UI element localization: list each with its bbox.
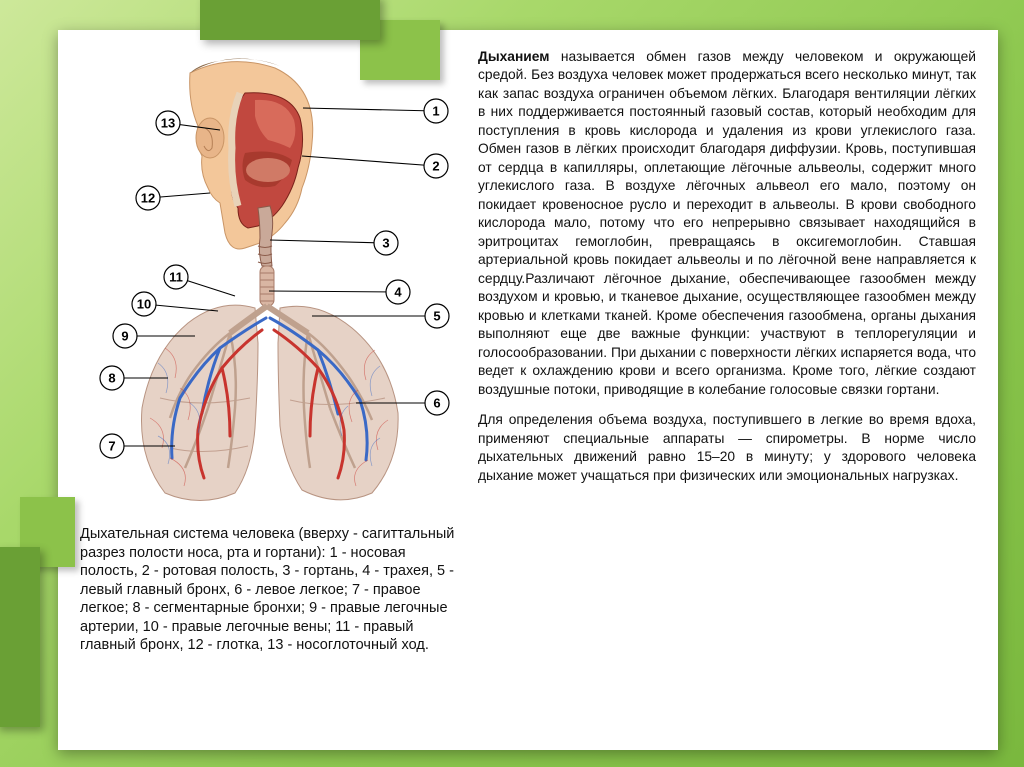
svg-text:8: 8 (108, 371, 115, 386)
svg-text:13: 13 (161, 116, 175, 131)
svg-text:4: 4 (394, 285, 402, 300)
decor-bar-left (0, 547, 40, 727)
body-text: Дыханием называется обмен газов между че… (478, 48, 976, 732)
svg-text:9: 9 (121, 329, 128, 344)
head-group (190, 58, 313, 266)
svg-text:11: 11 (169, 270, 183, 285)
svg-text:6: 6 (433, 396, 440, 411)
trachea-group (260, 266, 274, 306)
svg-text:5: 5 (433, 309, 440, 324)
para1-text: называется обмен газов между человеком и… (478, 49, 976, 397)
svg-text:3: 3 (382, 236, 389, 251)
diagram-caption: Дыхательная система человека (вверху - с… (80, 525, 460, 655)
paragraph-1: Дыханием называется обмен газов между че… (478, 48, 976, 399)
svg-text:10: 10 (137, 297, 151, 312)
lead-word: Дыханием (478, 49, 549, 64)
respiratory-diagram: 12345678910111213 (80, 48, 460, 513)
svg-text:2: 2 (432, 159, 439, 174)
svg-text:12: 12 (141, 191, 155, 206)
left-column: 12345678910111213 Дыхательная система че… (80, 48, 460, 732)
svg-text:1: 1 (432, 104, 439, 119)
svg-text:7: 7 (108, 439, 115, 454)
paragraph-2: Для определения объема воздуха, поступив… (478, 411, 976, 485)
diagram-svg: 12345678910111213 (80, 48, 460, 513)
decor-bar-top (200, 0, 380, 40)
page-card: 12345678910111213 Дыхательная система че… (58, 30, 998, 750)
